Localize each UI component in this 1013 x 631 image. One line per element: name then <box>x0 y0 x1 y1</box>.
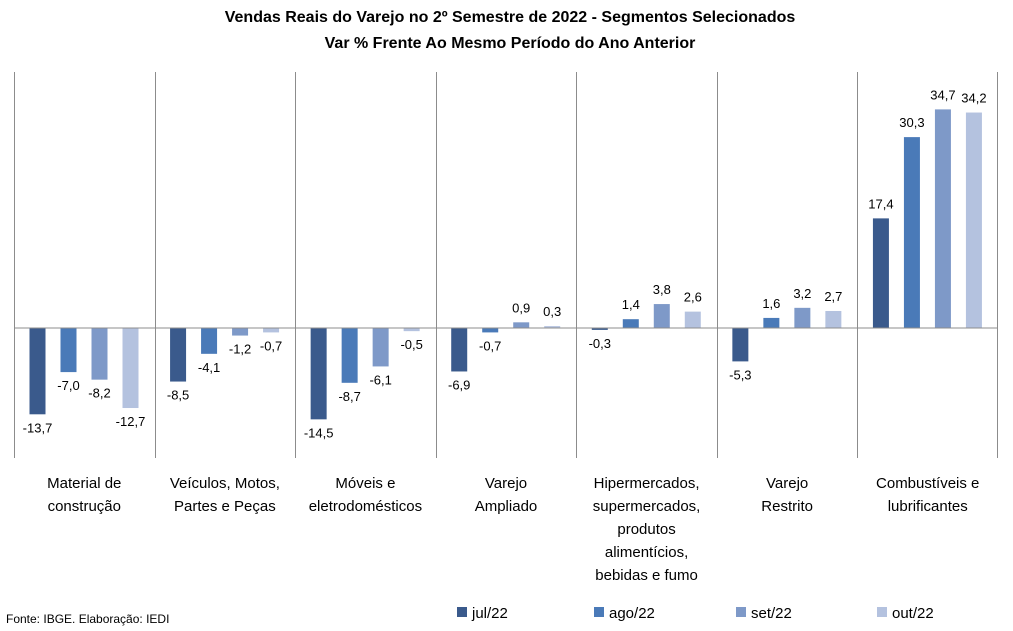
bar <box>825 310 842 328</box>
data-label: -4,1 <box>198 360 220 375</box>
bar <box>310 328 327 420</box>
bar <box>653 304 670 328</box>
bar <box>622 319 639 328</box>
bar <box>232 328 249 336</box>
source-note: Fonte: IBGE. Elaboração: IEDI <box>6 612 169 626</box>
bar <box>965 112 982 328</box>
data-label: -0,7 <box>479 338 501 353</box>
bar <box>372 328 389 367</box>
data-label: -0,5 <box>400 337 422 352</box>
data-label: 0,3 <box>543 304 561 319</box>
bar <box>513 322 530 328</box>
legend-label: ago/22 <box>609 605 655 622</box>
category-label: Móveis e <box>335 475 395 492</box>
bar <box>60 328 77 373</box>
data-label: 2,6 <box>684 290 702 305</box>
data-label: -7,0 <box>57 378 79 393</box>
bar <box>341 328 358 383</box>
data-label: -12,7 <box>116 414 146 429</box>
category-label: eletrodomésticos <box>309 498 422 515</box>
legend-swatch <box>877 607 887 617</box>
legend-label: set/22 <box>751 605 792 622</box>
bars-group <box>29 109 982 420</box>
data-label: -5,3 <box>729 367 751 382</box>
category-label: construção <box>48 498 121 515</box>
chart-subtitle: Var % Frente Ao Mesmo Período do Ano Ant… <box>325 35 696 52</box>
data-label: 34,2 <box>961 91 986 106</box>
bar <box>201 328 218 354</box>
bar <box>544 326 561 328</box>
bar <box>451 328 468 372</box>
bar <box>934 109 951 328</box>
bar <box>482 328 499 333</box>
bar <box>732 328 749 362</box>
bar <box>903 137 920 328</box>
bar <box>29 328 46 415</box>
category-label: Combustíveis e <box>876 475 979 492</box>
category-label: Material de <box>47 475 121 492</box>
bar <box>763 317 780 328</box>
category-labels-group: Material de construção Veículos, Motos, Par… <box>47 475 979 584</box>
data-label: -8,7 <box>338 389 360 404</box>
data-label: 2,7 <box>824 289 842 304</box>
category-label: Varejo <box>485 475 527 492</box>
category-label: Veículos, Motos, <box>170 475 280 492</box>
bar <box>170 328 187 382</box>
chart-title: Vendas Reais do Varejo no 2º Semestre de… <box>225 9 796 26</box>
bar <box>872 218 889 328</box>
bar <box>263 328 280 333</box>
data-label: 3,8 <box>653 282 671 297</box>
legend-swatch <box>736 607 746 617</box>
legend-label: jul/22 <box>471 605 508 622</box>
category-label: Ampliado <box>475 498 538 515</box>
category-label: Partes e Peças <box>174 498 276 515</box>
legend-swatch <box>594 607 604 617</box>
value-labels-group: -13,7 -8,5 -14,5 -6,9 -0,3 -5,3 17,4 -7,0 -4,1 -8… <box>23 87 987 440</box>
bar <box>403 328 420 332</box>
category-label: lubrificantes <box>888 498 968 515</box>
data-label: -0,7 <box>260 338 282 353</box>
data-label: -8,2 <box>88 386 110 401</box>
data-label: 0,9 <box>512 300 530 315</box>
data-label: -0,3 <box>589 336 611 351</box>
category-label: Restrito <box>761 498 813 515</box>
category-label: produtos <box>617 521 675 538</box>
data-label: -8,5 <box>167 388 189 403</box>
category-label: Hipermercados, <box>594 475 700 492</box>
bar <box>794 307 811 328</box>
bar <box>122 328 139 409</box>
data-label: -1,2 <box>229 342 251 357</box>
bar <box>591 328 608 330</box>
data-label: 1,6 <box>762 296 780 311</box>
bar <box>91 328 108 380</box>
data-label: 17,4 <box>868 196 893 211</box>
legend-label: out/22 <box>892 605 934 622</box>
data-label: 3,2 <box>793 286 811 301</box>
data-label: 34,7 <box>930 87 955 102</box>
data-label: -6,1 <box>369 372 391 387</box>
legend: jul/22 ago/22 set/22 out/22 <box>457 605 934 622</box>
data-label: -14,5 <box>304 425 334 440</box>
data-label: 1,4 <box>622 297 640 312</box>
category-label: supermercados, <box>593 498 701 515</box>
category-label: alimentícios, <box>605 544 688 561</box>
legend-swatch <box>457 607 467 617</box>
data-label: 30,3 <box>899 115 924 130</box>
category-separators <box>14 72 998 458</box>
data-label: -13,7 <box>23 420 53 435</box>
category-label: Varejo <box>766 475 808 492</box>
category-label: bebidas e fumo <box>595 567 698 584</box>
bar <box>684 311 701 328</box>
data-label: -6,9 <box>448 377 470 392</box>
